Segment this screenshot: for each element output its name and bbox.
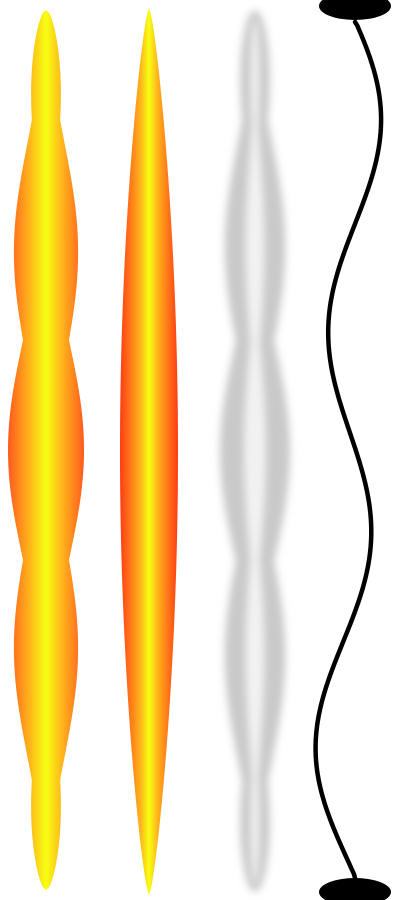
fundamental-mode-profile [120,8,178,895]
bottom-anchor [319,878,391,900]
standing-wave-envelope [220,10,290,892]
vibrating-string [313,19,384,881]
top-anchor [319,0,391,20]
standing-wave-profile [8,10,84,890]
